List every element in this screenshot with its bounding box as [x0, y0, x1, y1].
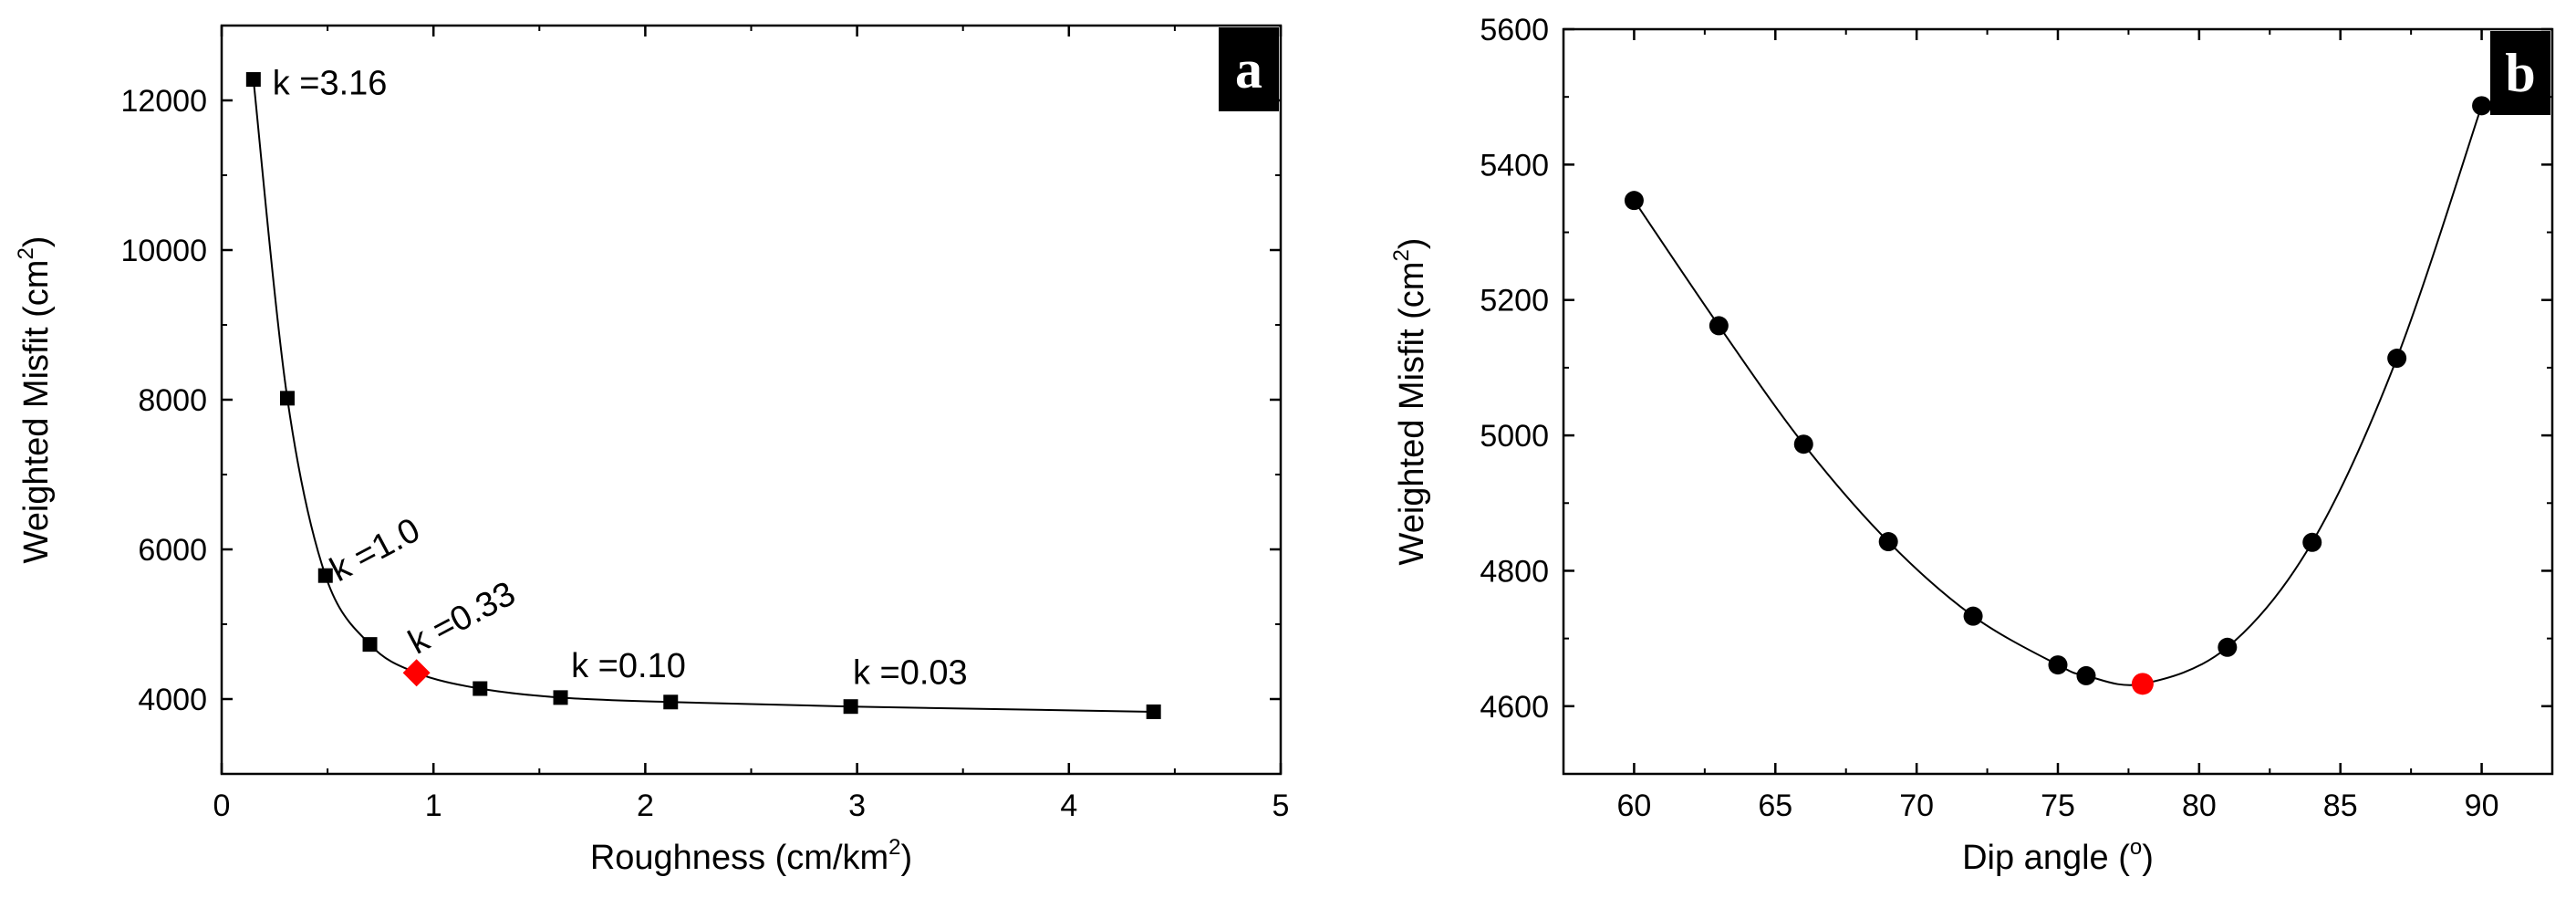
panel-b-dip-angle-misfit: 60 65 70 75 80 85 90 4600 4800 5000 5200 5400 5600 Di…	[1389, 13, 2554, 877]
y-tick-label: 5000	[1480, 419, 1549, 454]
data-point	[279, 391, 295, 406]
y-axis-label-text: Weighted Misfit (cm	[1393, 262, 1431, 566]
x-axis-label: Roughness (cm/km2)	[590, 835, 912, 877]
y-tick-label: 12000	[120, 84, 207, 119]
x-axis-label-superscript: o	[2130, 835, 2142, 860]
x-tick-label: 80	[2182, 788, 2217, 823]
x-axis-label-superscript: 2	[888, 835, 900, 860]
y-axis-label-superscript: 2	[1389, 249, 1414, 261]
point-annotation: k =3.16	[273, 64, 388, 102]
y-axis-label-close: )	[17, 236, 56, 248]
point-annotation: k =0.33	[402, 574, 522, 662]
data-point	[245, 72, 261, 88]
data-point	[1793, 434, 1813, 454]
data-point	[1878, 532, 1898, 552]
x-tick-label: 90	[2465, 788, 2499, 823]
y-tick-label: 8000	[138, 383, 207, 418]
data-point	[362, 637, 378, 653]
panel-label: b	[2505, 43, 2535, 103]
series-line	[252, 78, 1154, 713]
data-point	[2048, 655, 2068, 675]
panel-label-badge	[1219, 27, 1279, 111]
y-axis-label: Weighted Misfit (cm2)	[14, 236, 56, 564]
x-tick-label: 60	[1617, 788, 1652, 823]
y-tick-label: 4000	[138, 683, 207, 717]
data-point	[663, 694, 679, 710]
data-point	[843, 699, 858, 715]
point-annotation: k =1.0	[324, 511, 426, 590]
y-tick-label: 4600	[1480, 690, 1549, 725]
x-tick-label: 70	[1899, 788, 1934, 823]
panel-label-badge	[2490, 31, 2550, 115]
x-axis-label-text: Dip angle (	[1962, 839, 2130, 877]
x-tick-label: 1	[425, 788, 442, 823]
data-point	[1963, 606, 1983, 626]
x-tick-label: 4	[1060, 788, 1077, 823]
x-tick-label: 75	[2041, 788, 2075, 823]
y-axis-label: Weighted Misfit (cm2)	[1389, 238, 1431, 566]
y-axis-label-close: )	[1393, 238, 1431, 250]
x-tick-label: 65	[1758, 788, 1792, 823]
x-tick-label: 3	[848, 788, 866, 823]
highlight-point	[402, 659, 431, 687]
data-point	[1709, 316, 1729, 336]
plot-frame	[220, 24, 1283, 776]
data-point	[317, 568, 333, 583]
data-point	[2387, 349, 2407, 369]
x-axis-label-close: )	[2142, 839, 2154, 877]
y-tick-label: 10000	[120, 234, 207, 268]
data-point	[2302, 532, 2322, 552]
y-tick-label: 5600	[1480, 13, 1549, 47]
data-point	[1146, 704, 1161, 719]
x-axis-label: Dip angle (o)	[1962, 835, 2154, 877]
data-point	[473, 681, 488, 696]
y-axis-label-text: Weighted Misfit (cm	[17, 260, 56, 564]
x-tick-label: 0	[213, 788, 231, 823]
data-point	[1624, 191, 1644, 211]
point-annotation: k =0.03	[853, 654, 968, 693]
x-axis-label-close: )	[901, 839, 913, 877]
y-tick-label: 4800	[1480, 554, 1549, 589]
data-point	[2218, 637, 2238, 657]
y-tick-label: 6000	[138, 533, 207, 568]
x-tick-label: 2	[637, 788, 654, 823]
data-point	[553, 690, 568, 705]
y-tick-label: 5200	[1480, 284, 1549, 318]
point-annotation: k =0.10	[571, 647, 686, 685]
data-point	[2472, 96, 2492, 116]
x-axis-label-text: Roughness (cm/km	[590, 839, 888, 877]
highlight-point	[2131, 673, 2154, 695]
panel-label: a	[1235, 39, 1262, 99]
x-tick-label: 5	[1272, 788, 1290, 823]
series-line	[1633, 105, 2483, 686]
y-tick-label: 5400	[1480, 148, 1549, 183]
data-point	[2076, 665, 2096, 685]
y-axis-label-superscript: 2	[14, 247, 38, 259]
x-tick-label: 85	[2323, 788, 2358, 823]
